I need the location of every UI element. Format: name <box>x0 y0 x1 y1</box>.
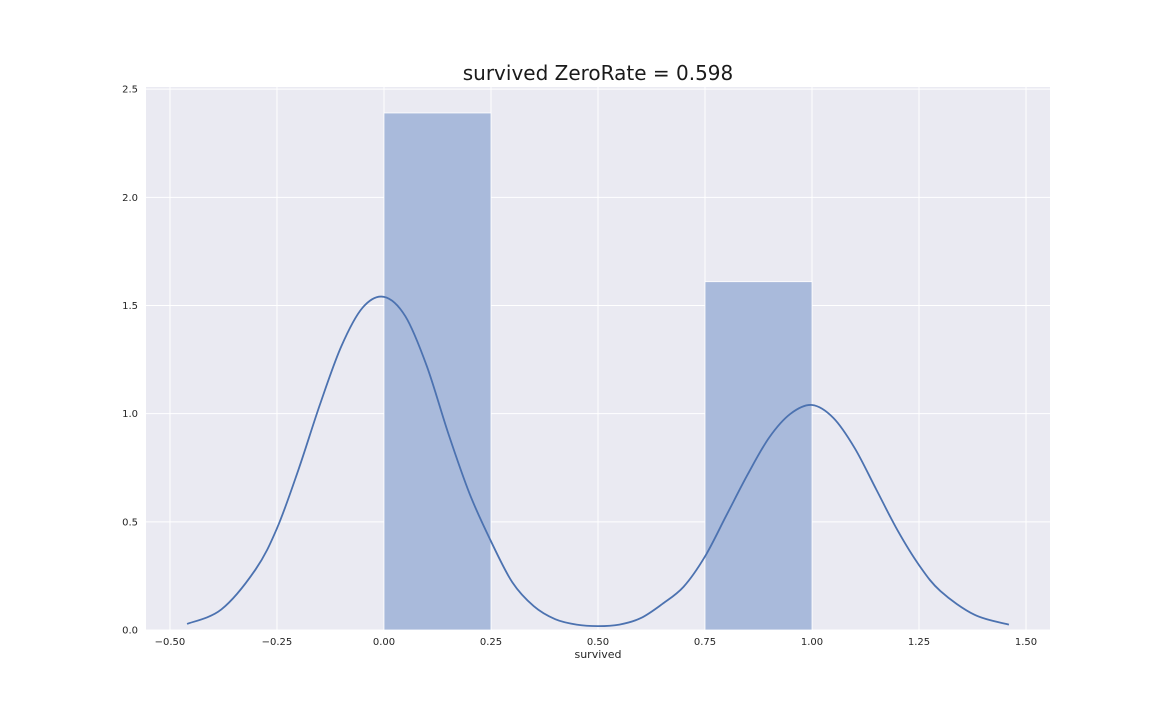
y-tick-label-2: 1.0 <box>122 409 138 420</box>
x-tick-label-3: 0.25 <box>480 637 502 648</box>
y-tick-label-3: 1.5 <box>122 301 138 312</box>
x-tick-label-0: −0.50 <box>155 637 186 648</box>
x-axis-label: survived <box>574 648 621 661</box>
y-tick-label-0: 0.0 <box>122 626 138 637</box>
x-tick-label-1: −0.25 <box>262 637 293 648</box>
x-tick-labels: −0.50 −0.25 0.00 0.25 0.50 0.75 1.00 1.25 1.50 <box>155 637 1038 648</box>
y-tick-labels: 0.0 0.5 1.0 1.5 2.0 2.5 <box>122 85 138 637</box>
y-tick-label-5: 2.5 <box>122 85 138 96</box>
x-tick-label-4: 0.50 <box>587 637 609 648</box>
histogram-bar-0 <box>383 112 492 631</box>
y-tick-label-1: 0.5 <box>122 517 138 528</box>
x-tick-label-5: 0.75 <box>694 637 716 648</box>
x-tick-label-7: 1.25 <box>908 637 930 648</box>
y-tick-label-4: 2.0 <box>122 193 138 204</box>
x-tick-label-8: 1.50 <box>1015 637 1037 648</box>
x-tick-label-6: 1.00 <box>801 637 823 648</box>
x-tick-label-2: 0.00 <box>373 637 395 648</box>
histogram-bars <box>383 112 813 631</box>
kde-curve <box>186 295 1010 628</box>
chart-title: survived ZeroRate = 0.598 <box>463 61 734 85</box>
